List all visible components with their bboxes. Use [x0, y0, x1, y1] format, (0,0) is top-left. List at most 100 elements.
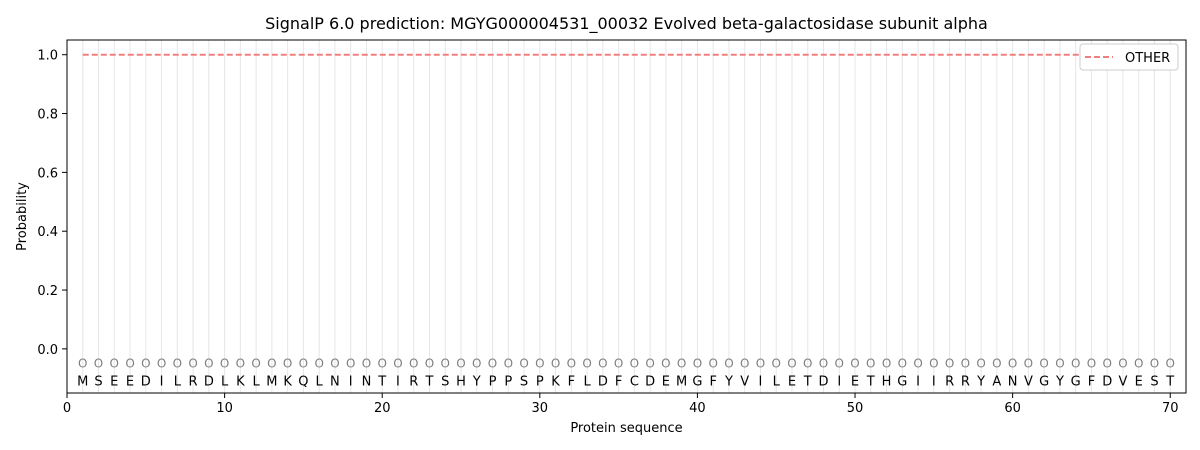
- residue-marker: O: [504, 357, 513, 371]
- residue-label: M: [676, 375, 687, 390]
- x-tick-label: 40: [689, 401, 706, 416]
- residue-marker: O: [551, 357, 560, 371]
- residue-marker: O: [409, 357, 418, 371]
- residue-label: F: [568, 375, 575, 390]
- residue-label: F: [709, 375, 716, 390]
- residue-marker: O: [1087, 357, 1096, 371]
- x-tick-label: 30: [532, 401, 549, 416]
- residue-label: Y: [472, 375, 481, 390]
- residue-label: G: [1071, 375, 1081, 390]
- residue-label: N: [362, 375, 372, 390]
- residue-label: I: [759, 375, 763, 390]
- residue-marker: O: [251, 357, 260, 371]
- x-tick-label: 10: [216, 401, 233, 416]
- residue-label: R: [189, 375, 198, 390]
- residue-label: H: [456, 375, 466, 390]
- residue-label: V: [740, 375, 749, 390]
- residue-marker: O: [1134, 357, 1143, 371]
- residue-label: V: [1119, 375, 1128, 390]
- residue-label: E: [126, 375, 134, 390]
- y-tick-label: 0.2: [37, 284, 58, 299]
- y-tick-label: 0.8: [37, 108, 58, 123]
- residue-marker: O: [330, 357, 339, 371]
- residue-label: R: [409, 375, 418, 390]
- residue-marker: O: [204, 357, 213, 371]
- residue-marker: O: [267, 357, 276, 371]
- residue-label: G: [1039, 375, 1049, 390]
- residue-marker: O: [961, 357, 970, 371]
- residue-label: L: [221, 375, 229, 390]
- residue-marker: O: [976, 357, 985, 371]
- residue-label: E: [110, 375, 118, 390]
- residue-marker: O: [125, 357, 134, 371]
- residue-label: A: [992, 375, 1001, 390]
- residue-marker: O: [598, 357, 607, 371]
- residue-marker: O: [441, 357, 450, 371]
- residue-label: Y: [1055, 375, 1064, 390]
- residue-label: E: [851, 375, 859, 390]
- residue-label: L: [316, 375, 324, 390]
- residue-marker: O: [141, 357, 150, 371]
- residue-marker: O: [519, 357, 528, 371]
- residue-label: L: [773, 375, 781, 390]
- residue-marker: O: [787, 357, 796, 371]
- residue-label: I: [932, 375, 936, 390]
- residue-marker: O: [677, 357, 686, 371]
- y-tick-label: 0.4: [37, 225, 58, 240]
- residue-marker: O: [1118, 357, 1127, 371]
- residue-label: H: [882, 375, 892, 390]
- residue-label: E: [788, 375, 796, 390]
- residue-label: S: [520, 375, 528, 390]
- residue-marker: O: [945, 357, 954, 371]
- residue-marker: O: [535, 357, 544, 371]
- residue-label: I: [349, 375, 353, 390]
- residue-marker: O: [94, 357, 103, 371]
- y-axis-label: Probability: [15, 182, 30, 251]
- residue-label: R: [961, 375, 970, 390]
- residue-label: S: [441, 375, 449, 390]
- residue-marker: O: [472, 357, 481, 371]
- residue-label: D: [1102, 375, 1112, 390]
- residue-label: D: [598, 375, 608, 390]
- residue-label: L: [174, 375, 182, 390]
- residue-label: D: [818, 375, 828, 390]
- y-tick-label: 0.0: [37, 343, 58, 358]
- residue-marker: O: [614, 357, 623, 371]
- residue-marker: O: [992, 357, 1001, 371]
- residue-label: M: [77, 375, 88, 390]
- residue-label: K: [283, 375, 292, 390]
- residue-marker: O: [1024, 357, 1033, 371]
- x-tick-label: 0: [63, 401, 71, 416]
- residue-marker: O: [803, 357, 812, 371]
- residue-label: I: [916, 375, 920, 390]
- residue-marker: O: [78, 357, 87, 371]
- residue-marker: O: [362, 357, 371, 371]
- residue-marker: O: [708, 357, 717, 371]
- residue-marker: O: [898, 357, 907, 371]
- residue-marker: O: [1055, 357, 1064, 371]
- residue-label: I: [160, 375, 164, 390]
- y-tick-label: 1.0: [37, 49, 58, 64]
- residue-label: K: [236, 375, 245, 390]
- residue-marker: O: [1008, 357, 1017, 371]
- x-tick-label: 50: [847, 401, 864, 416]
- residue-marker: O: [314, 357, 323, 371]
- residue-marker: O: [220, 357, 229, 371]
- residue-marker: O: [488, 357, 497, 371]
- grid: [82, 40, 1171, 393]
- residue-marker: O: [299, 357, 308, 371]
- residue-label: I: [396, 375, 400, 390]
- residue-marker: O: [346, 357, 355, 371]
- residue-label: L: [253, 375, 261, 390]
- residue-label: V: [1024, 375, 1033, 390]
- residue-label: D: [645, 375, 655, 390]
- residue-label: K: [551, 375, 560, 390]
- legend-box: [1079, 43, 1179, 71]
- residue-label: F: [615, 375, 622, 390]
- residue-marker: O: [582, 357, 591, 371]
- residue-label: T: [866, 375, 875, 390]
- plot-frame: [66, 39, 1187, 394]
